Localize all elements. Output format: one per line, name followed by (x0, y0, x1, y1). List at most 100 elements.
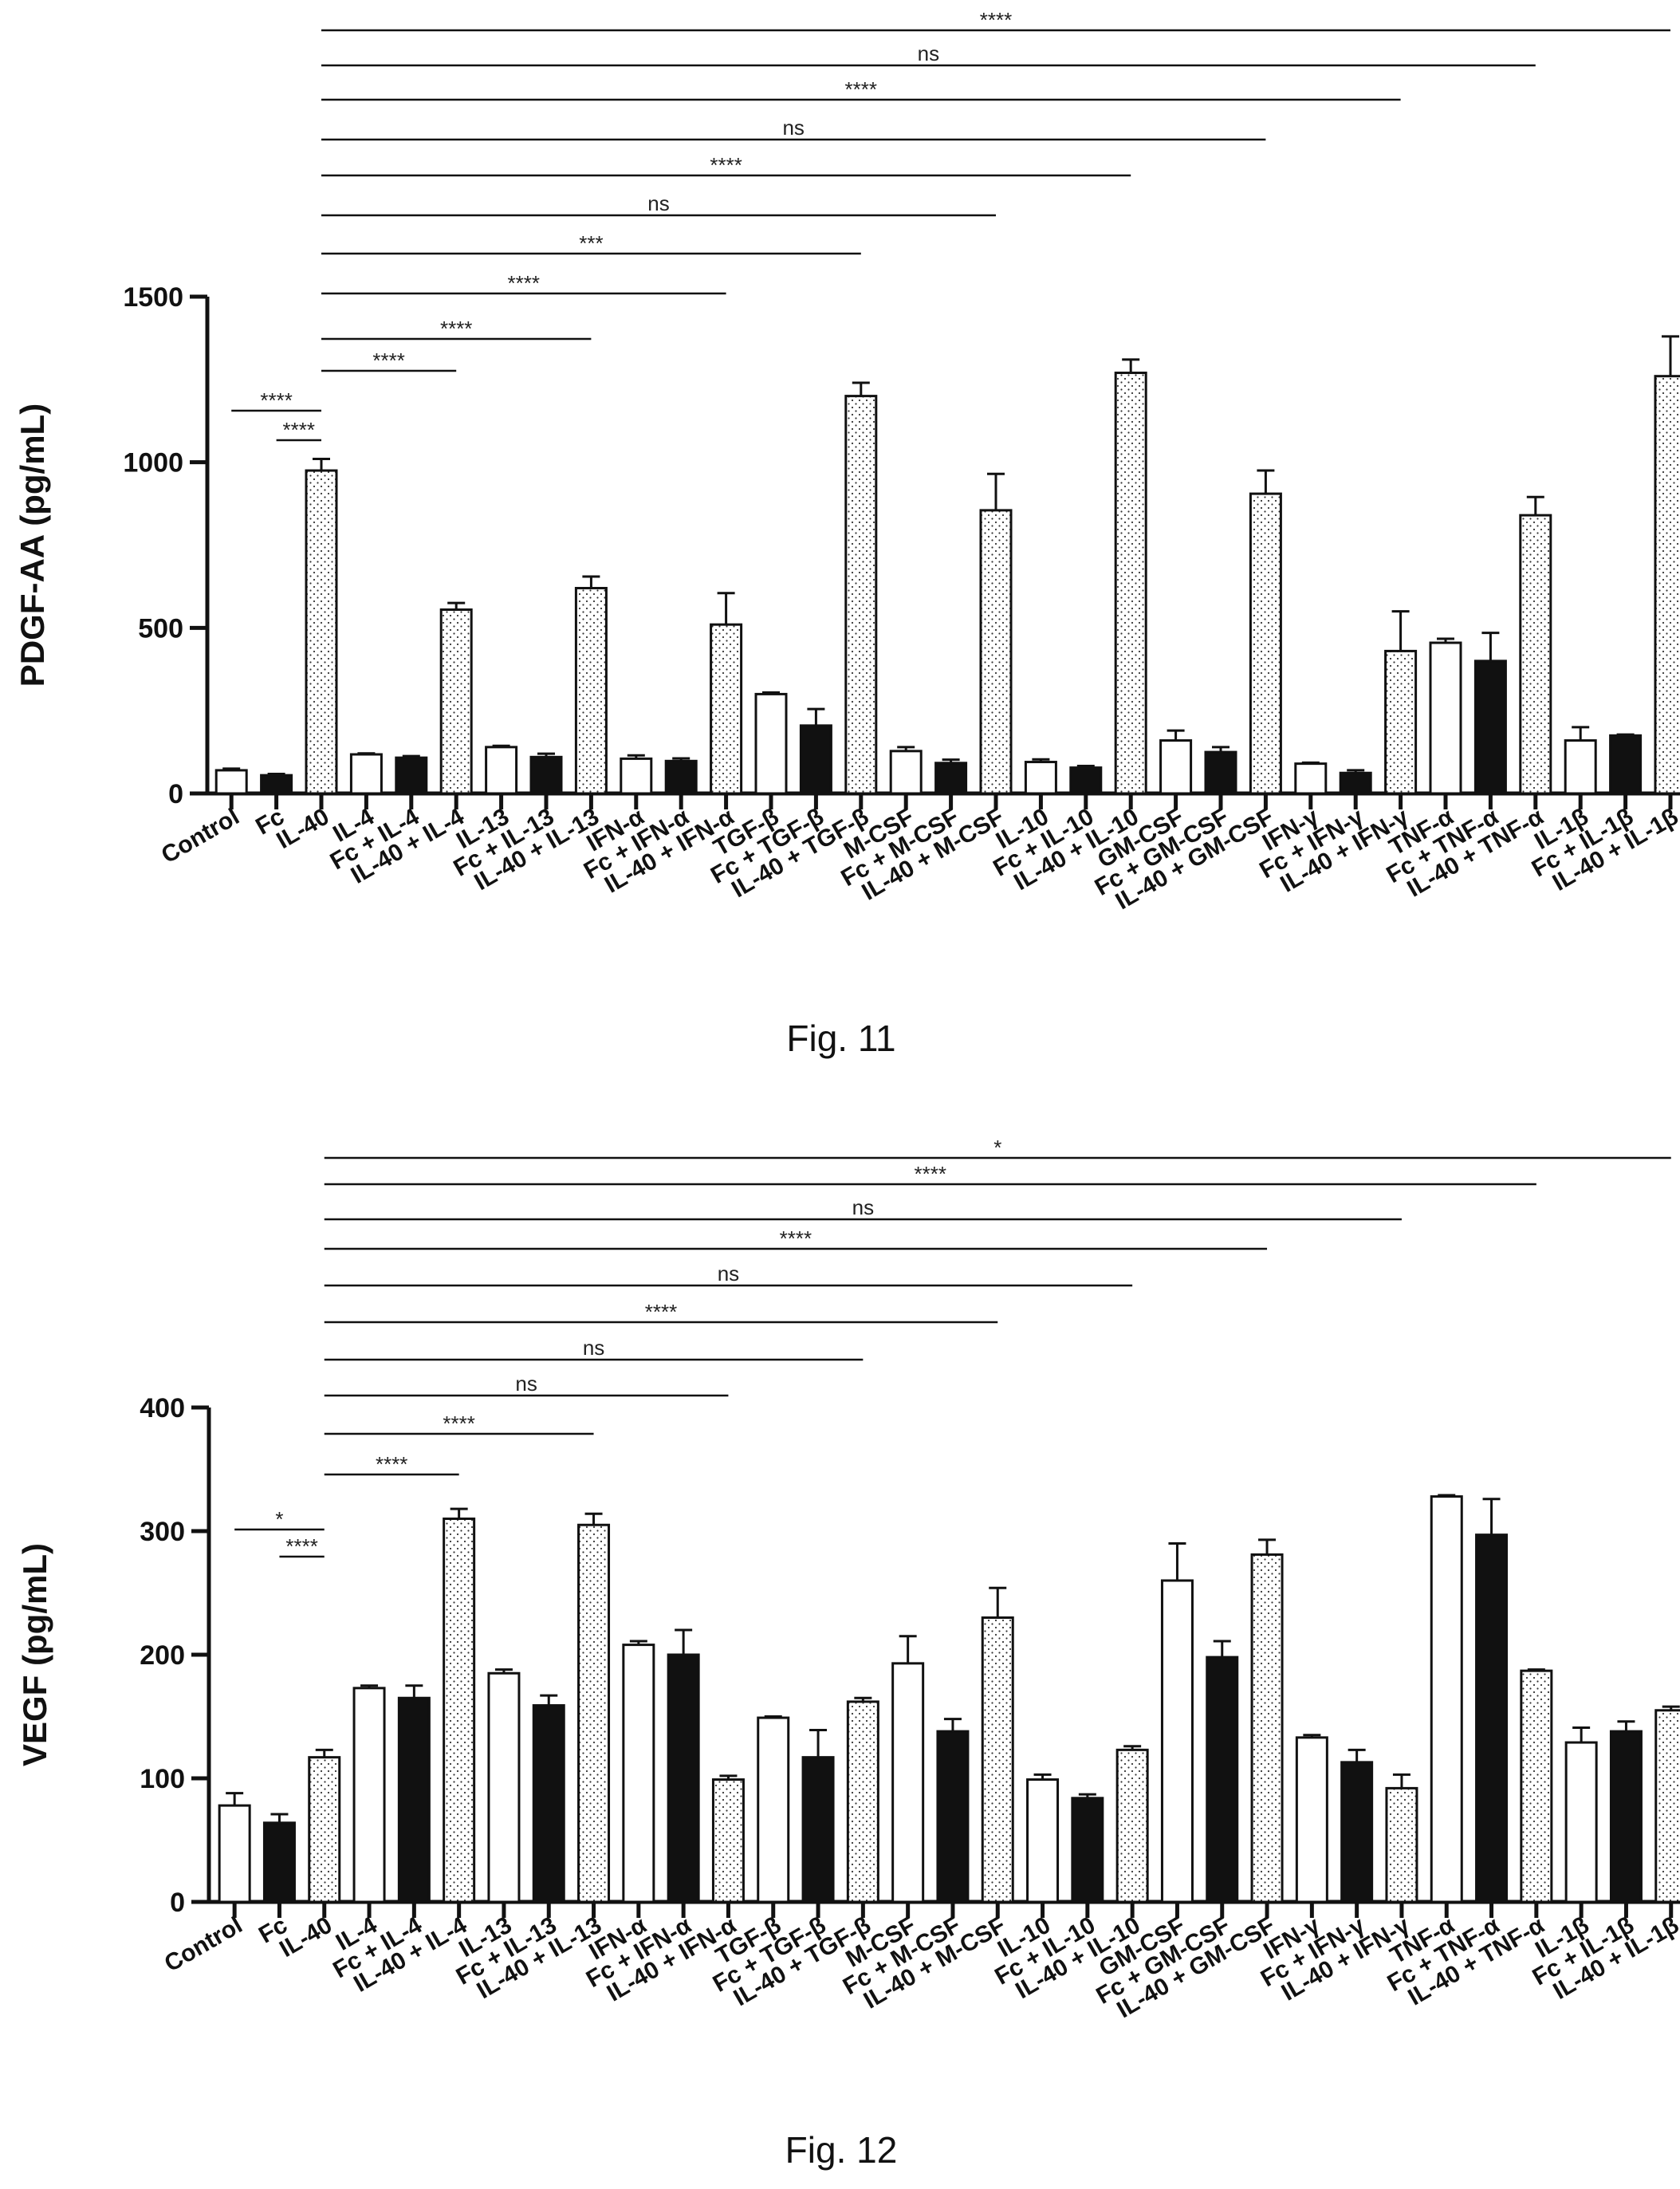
bar (664, 759, 698, 795)
x-tick-label: IL-40 (272, 803, 333, 854)
bar (1384, 649, 1418, 795)
bar (891, 1662, 925, 1904)
bar (1114, 372, 1147, 795)
bar (667, 1653, 700, 1904)
significance-label: ns (583, 1336, 604, 1360)
bar (1204, 750, 1237, 795)
bar (1564, 1741, 1598, 1904)
bar (574, 586, 608, 795)
bar (799, 724, 832, 795)
y-tick-label: 1000 (123, 448, 183, 478)
bar (1294, 762, 1328, 795)
bar (532, 1704, 565, 1904)
bar (622, 1644, 655, 1904)
x-tick-label: IL-40 (275, 1911, 336, 1963)
bar (1473, 659, 1507, 795)
bar (443, 1518, 476, 1904)
y-tick-label: 300 (140, 1517, 185, 1547)
bar (1520, 1669, 1553, 1904)
bar (397, 1696, 431, 1904)
bar (711, 1778, 745, 1904)
y-tick-label: 200 (140, 1640, 185, 1671)
bar (305, 469, 338, 795)
bar (1159, 739, 1193, 795)
significance-label: **** (285, 1534, 317, 1558)
bar (1475, 1533, 1509, 1904)
y-tick-label: 0 (170, 1888, 185, 1918)
bar (218, 1804, 251, 1904)
bar (801, 1756, 835, 1904)
figure-caption: Fig. 12 (785, 2129, 898, 2171)
bar (1069, 766, 1103, 795)
bar (1609, 734, 1643, 795)
bar (1564, 739, 1597, 795)
bar (1519, 514, 1552, 795)
bar (439, 608, 473, 795)
bar (1071, 1797, 1104, 1904)
bar (1160, 1579, 1194, 1904)
bar (620, 757, 653, 795)
bar (757, 1716, 790, 1904)
x-tick-label: Control (157, 803, 244, 868)
bar (844, 395, 878, 795)
significance-label: **** (845, 77, 877, 101)
y-tick-label: 0 (168, 779, 183, 809)
significance-label: ns (852, 1195, 874, 1219)
significance-label: ns (782, 116, 804, 140)
bar (1654, 375, 1680, 795)
bar (352, 1687, 386, 1904)
significance-label: **** (376, 1452, 407, 1476)
significance-label: **** (645, 1300, 677, 1324)
bar (1115, 1748, 1149, 1904)
significance-label: *** (579, 231, 603, 255)
bar (754, 692, 788, 795)
bar (979, 509, 1013, 795)
significance-label: **** (508, 271, 540, 295)
significance-label: ns (647, 191, 669, 215)
bar (1609, 1730, 1643, 1904)
bar (1250, 1553, 1284, 1904)
bar (485, 746, 518, 795)
significance-label: **** (260, 388, 292, 412)
bar (1385, 1786, 1418, 1904)
bar (308, 1756, 341, 1904)
significance-label: * (275, 1507, 283, 1531)
bar (889, 750, 923, 795)
bar (1429, 641, 1462, 795)
bar (1024, 761, 1057, 795)
significance-label: **** (443, 1411, 474, 1435)
bar (260, 774, 293, 795)
bar (262, 1821, 296, 1904)
bar (349, 753, 383, 795)
y-axis-label: VEGF (pg/mL) (16, 1543, 53, 1766)
y-tick-label: 400 (140, 1393, 185, 1423)
bar (1295, 1736, 1328, 1904)
bar (934, 762, 968, 795)
figure-caption: Fig. 11 (786, 1018, 895, 1059)
x-tick-label: Control (160, 1911, 247, 1977)
bar (214, 769, 248, 795)
bar (846, 1700, 879, 1904)
bar (981, 1616, 1014, 1904)
significance-label: **** (440, 317, 472, 341)
bar (710, 623, 743, 795)
bar (1339, 771, 1372, 795)
significance-label: **** (780, 1226, 812, 1250)
bar (395, 756, 428, 795)
bar (1654, 1709, 1680, 1904)
bar (1340, 1761, 1374, 1904)
y-tick-label: 1500 (123, 282, 183, 313)
significance-label: * (993, 1136, 1001, 1159)
bar (1430, 1495, 1463, 1904)
significance-label: ns (718, 1262, 739, 1285)
bar (529, 755, 563, 795)
significance-label: **** (710, 153, 742, 177)
significance-label: ns (515, 1372, 537, 1396)
bar (1249, 492, 1282, 795)
bar (936, 1730, 970, 1904)
bar (487, 1671, 521, 1904)
significance-label: **** (915, 1162, 946, 1186)
bar (1206, 1656, 1239, 1904)
